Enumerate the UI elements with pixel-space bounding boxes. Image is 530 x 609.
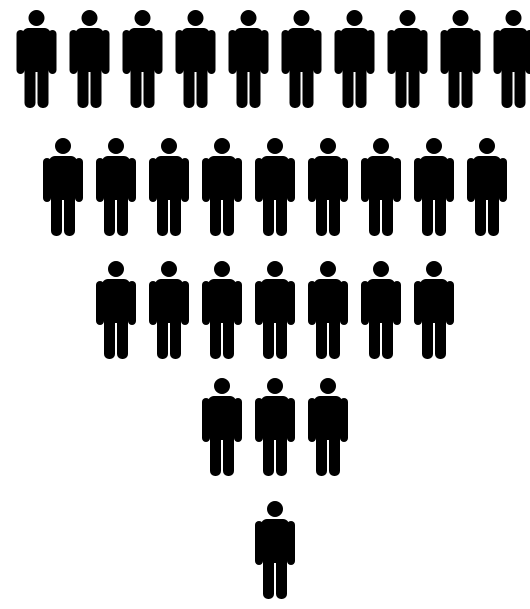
- person-icon: [202, 378, 242, 476]
- person-icon: [96, 261, 136, 359]
- person-icon: [440, 10, 481, 108]
- person-icon: [202, 138, 242, 236]
- person-icon: [414, 261, 454, 359]
- person-icon: [122, 10, 163, 108]
- person-icon: [96, 138, 136, 236]
- person-icon: [228, 10, 269, 108]
- person-icon: [414, 138, 454, 236]
- person-icon: [255, 138, 295, 236]
- person-icon: [149, 138, 189, 236]
- person-icon: [334, 10, 375, 108]
- person-row: [43, 138, 507, 236]
- person-icon: [308, 138, 348, 236]
- person-icon: [308, 261, 348, 359]
- person-icon: [387, 10, 428, 108]
- person-icon: [16, 10, 57, 108]
- person-icon: [308, 378, 348, 476]
- person-row: [16, 10, 530, 108]
- person-icon: [255, 261, 295, 359]
- person-icon: [43, 138, 83, 236]
- person-icon: [281, 10, 322, 108]
- person-icon: [493, 10, 530, 108]
- person-icon: [175, 10, 216, 108]
- person-icon: [467, 138, 507, 236]
- person-icon: [202, 261, 242, 359]
- person-icon: [361, 138, 401, 236]
- person-row: [202, 378, 348, 476]
- person-icon: [255, 378, 295, 476]
- person-icon: [255, 501, 295, 599]
- person-icon: [69, 10, 110, 108]
- person-icon: [149, 261, 189, 359]
- person-icon: [361, 261, 401, 359]
- person-row: [255, 501, 295, 599]
- person-row: [96, 261, 454, 359]
